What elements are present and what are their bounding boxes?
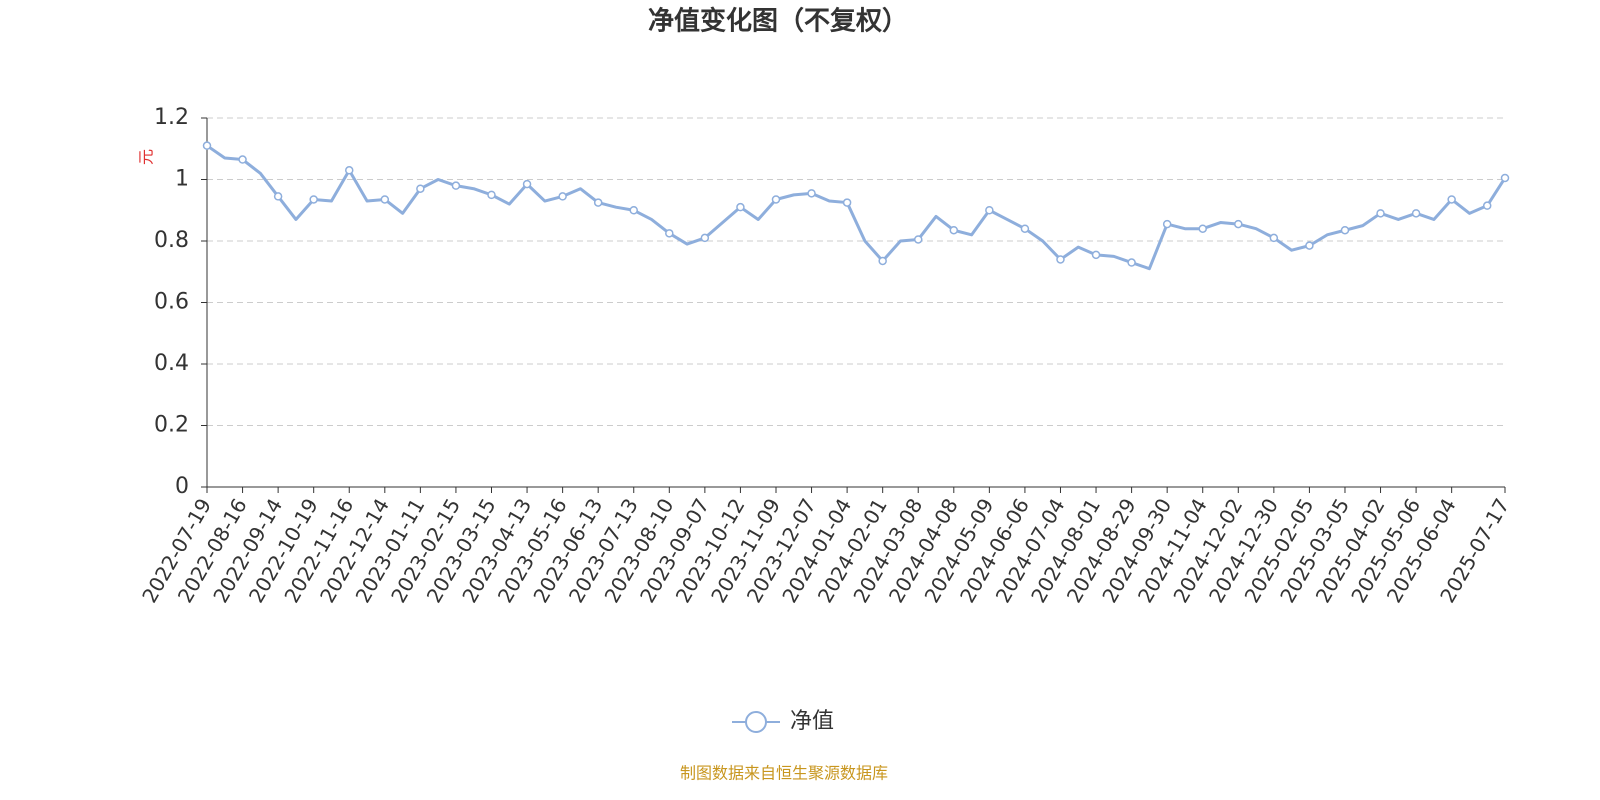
data-point: [1162, 219, 1172, 229]
y-tick-label: 0: [175, 474, 189, 499]
data-point: [665, 229, 674, 238]
y-tick-label: 0.4: [154, 351, 189, 376]
data-point: [238, 155, 247, 164]
data-point: [913, 235, 923, 244]
data-point: [1482, 201, 1492, 210]
data-point: [1056, 255, 1065, 264]
chart-title: 净值变化图（不复权）: [648, 6, 908, 37]
data-point: [1376, 209, 1385, 218]
data-point: [878, 256, 887, 266]
y-tick-label: 1: [175, 167, 189, 192]
data-point: [309, 195, 318, 204]
y-tick-label: 1.2: [154, 105, 189, 130]
data-point: [1234, 219, 1243, 229]
data-point: [1411, 209, 1421, 218]
data-point: [1127, 258, 1136, 267]
y-axis-label: 元: [137, 149, 156, 165]
data-point: [629, 206, 638, 215]
data-point: [700, 233, 710, 243]
data-point: [1091, 250, 1101, 260]
data-point: [807, 189, 816, 198]
data-point: [273, 192, 283, 201]
y-tick-label: 0.2: [154, 413, 189, 438]
data-point: [949, 225, 959, 235]
data-point: [593, 198, 603, 207]
data-point: [1020, 224, 1030, 233]
data-point: [771, 195, 781, 204]
data-point: [202, 141, 212, 150]
data-point: [1269, 233, 1279, 243]
y-tick-label: 0.8: [154, 228, 189, 253]
data-point: [842, 198, 852, 207]
data-point: [558, 192, 567, 201]
data-line: [206, 144, 1507, 271]
data-point: [1198, 224, 1207, 233]
y-tick-label: 0.6: [154, 290, 189, 315]
data-point: [451, 181, 461, 190]
data-point: [522, 179, 532, 189]
data-point: [1340, 225, 1350, 235]
legend-label: 净值: [790, 709, 834, 734]
source-note: 制图数据来自恒生聚源数据库: [680, 764, 888, 783]
data-point: [416, 184, 425, 193]
legend-marker: [745, 711, 767, 733]
data-point: [380, 195, 390, 204]
data-point: [985, 206, 994, 215]
data-point: [736, 202, 745, 212]
data-point: [487, 190, 496, 200]
data-point: [1500, 173, 1510, 183]
data-point: [1305, 241, 1314, 250]
data-point: [1447, 195, 1456, 204]
data-point: [344, 166, 354, 175]
